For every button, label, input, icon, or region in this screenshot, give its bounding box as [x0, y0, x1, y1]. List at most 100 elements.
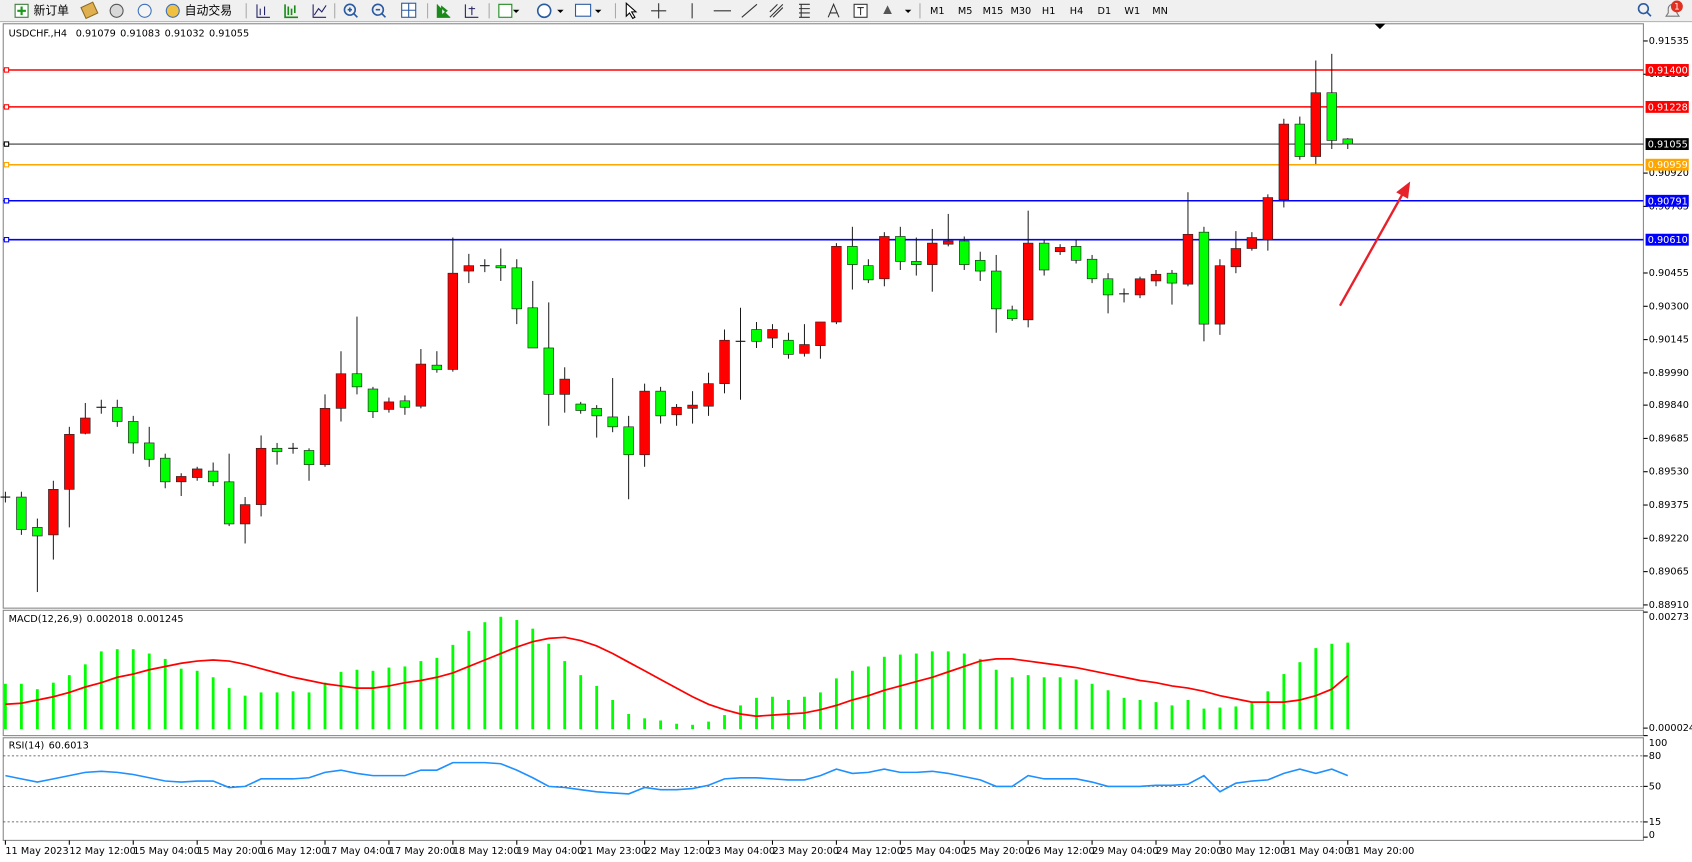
macd-bar: [563, 661, 567, 730]
macd-bar: [323, 682, 327, 730]
candle-body: [783, 339, 794, 355]
macd-bar: [99, 651, 103, 730]
toolbar-icon[interactable]: [137, 3, 152, 18]
candle-body: [655, 390, 666, 417]
timeframe-button[interactable]: H1: [1042, 6, 1055, 17]
candle-body: [207, 470, 219, 483]
low-value: 0.91032: [165, 28, 205, 39]
periods[interactable]: [536, 3, 552, 19]
timeframe-button[interactable]: H4: [1070, 6, 1083, 17]
x-tick-label: 26 May 12:00: [1028, 846, 1095, 857]
auto-trading-icon[interactable]: [165, 3, 180, 18]
auto-trading-button[interactable]: 自动交易: [185, 3, 232, 17]
candle-body: [751, 329, 762, 342]
macd-bar: [67, 675, 71, 730]
macd-pane: [2, 609, 1644, 737]
zoom-in-glyph: [347, 7, 358, 18]
toolbar-icon[interactable]: [284, 4, 299, 19]
candle-body: [1278, 123, 1290, 201]
candle-body: [815, 321, 826, 346]
candle-body: [703, 383, 714, 407]
macd-bar: [419, 661, 423, 730]
macd-bar: [1202, 708, 1206, 730]
macd-bar: [307, 692, 311, 730]
macd-bar: [834, 678, 838, 730]
macd-bar: [643, 718, 647, 730]
indicators[interactable]: [498, 3, 513, 18]
timeframe-button[interactable]: W1: [1124, 6, 1140, 17]
channel-tool[interactable]: [769, 3, 784, 18]
y-tick-label: 15: [1649, 817, 1661, 828]
plot-layer: 0.915350.913800.909200.907650.904550.903…: [0, 36, 1692, 857]
candle-body: [255, 447, 267, 505]
macd-bar: [131, 649, 135, 730]
timeframes: M1 M5 M15 M30 H1 H4 D1 W1 MN: [930, 6, 1168, 17]
candle-body: [32, 527, 43, 537]
x-tick-label: 17 May 20:00: [389, 846, 456, 857]
templates[interactable]: [574, 3, 592, 17]
toolbar-icon[interactable]: [312, 4, 327, 18]
candle-body: [80, 417, 91, 434]
macd-bar: [275, 692, 279, 730]
toolbar-icon[interactable]: [109, 3, 124, 18]
macd-bar: [1250, 702, 1254, 730]
macd-bar: [1218, 707, 1222, 730]
timeframe-button[interactable]: D1: [1098, 6, 1112, 17]
macd-bar: [1010, 677, 1014, 730]
y-tick-label: 50: [1649, 781, 1661, 792]
chart-shift[interactable]: [464, 4, 479, 18]
macd-header: MACD(12,26,9) 0.002018 0.001245: [9, 614, 184, 625]
x-tick-label: 17 May 04:00: [325, 846, 392, 857]
fibonacci-tool[interactable]: [799, 3, 810, 18]
macd-bar: [259, 692, 263, 730]
candle-body: [623, 426, 634, 456]
toolbar: 新订单 自动交易: [0, 0, 1692, 23]
high-value: 0.91083: [120, 28, 160, 39]
timeframe-button[interactable]: M1: [930, 6, 945, 17]
crosshair-tool[interactable]: [651, 3, 667, 19]
macd-bar: [1026, 675, 1030, 730]
macd-bar: [195, 670, 199, 730]
candle-body: [911, 261, 922, 265]
y-tick-label: 0.91535: [1649, 36, 1689, 47]
trendline-tool[interactable]: [741, 3, 758, 18]
cursor-tool[interactable]: [625, 2, 638, 20]
dropdown: [594, 9, 602, 13]
macd-bar: [866, 666, 870, 730]
macd-bar: [227, 688, 231, 730]
toolbar-icon[interactable]: [80, 1, 99, 20]
dropdown: [557, 9, 564, 13]
macd-bar: [531, 628, 535, 730]
candle-body: [1182, 233, 1194, 285]
candle-body: [719, 339, 730, 384]
timeframe-button[interactable]: M15: [983, 6, 1004, 17]
price-label: 0.91055: [1648, 140, 1688, 151]
candle-body: [1294, 123, 1306, 157]
candle-body: [351, 373, 363, 388]
y-tick-label: 0.90920: [1649, 168, 1689, 179]
candle-body: [799, 344, 810, 354]
timeframe-button[interactable]: M5: [958, 6, 973, 17]
search[interactable]: [1637, 2, 1650, 15]
candle-body: [671, 406, 682, 416]
macd-bar: [467, 630, 471, 730]
zoom-in[interactable]: [343, 3, 357, 16]
macd-bar: [1042, 677, 1046, 730]
macd-bar: [675, 723, 678, 730]
y-tick-label: 0.89530: [1649, 467, 1689, 478]
y-tick-label: 0: [1649, 830, 1655, 841]
toolbar-icon[interactable]: [256, 4, 270, 18]
macd-bar: [994, 669, 998, 730]
arrows-tool[interactable]: [883, 5, 892, 15]
autoscroll[interactable]: [436, 4, 451, 18]
macd-bar: [291, 691, 295, 730]
candle-body: [176, 476, 187, 483]
text-tool[interactable]: [827, 2, 840, 18]
timeframe-button[interactable]: M30: [1010, 6, 1031, 17]
x-tick-label: 16 May 12:00: [261, 846, 328, 857]
new-order-button[interactable]: 新订单: [33, 3, 69, 17]
timeframe-button[interactable]: MN: [1152, 6, 1168, 17]
macd-bar: [1314, 648, 1318, 730]
zoom-out[interactable]: [371, 3, 385, 16]
